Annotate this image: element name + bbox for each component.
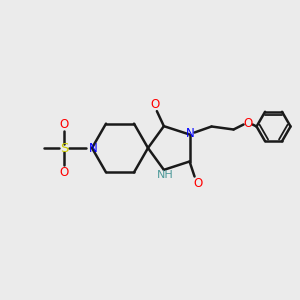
Text: N: N xyxy=(186,127,195,140)
Text: O: O xyxy=(243,117,252,130)
Text: S: S xyxy=(60,142,68,154)
Text: N: N xyxy=(88,142,98,154)
Text: O: O xyxy=(150,98,160,111)
Text: O: O xyxy=(59,118,69,130)
Text: O: O xyxy=(193,177,202,190)
Text: NH: NH xyxy=(157,170,173,180)
Text: O: O xyxy=(59,166,69,178)
